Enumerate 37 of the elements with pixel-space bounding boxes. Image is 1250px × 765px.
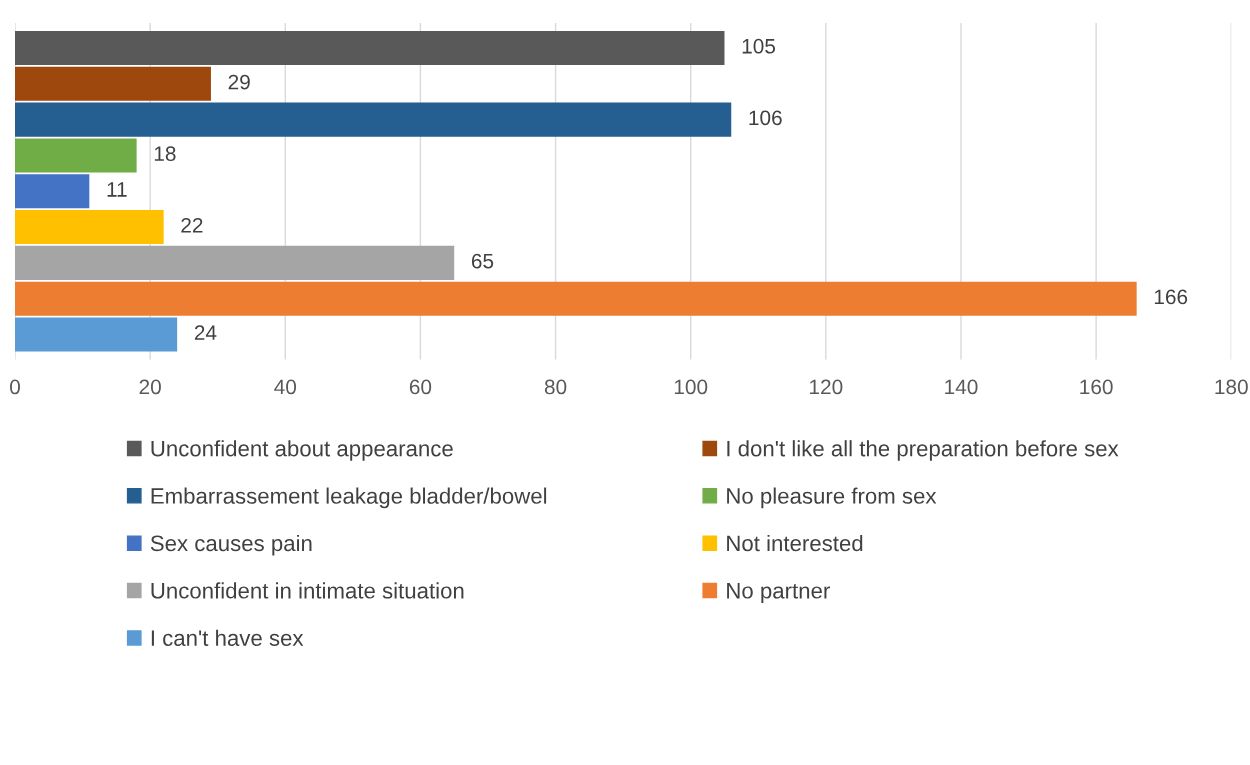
data-label: 65 [471,253,494,269]
data-label: 11 [107,182,127,197]
x-tick-label: 140 [945,379,978,395]
legend-label: No pleasure from sex [727,487,937,509]
data-label: 22 [181,217,203,233]
data-label: 24 [194,325,217,340]
data-label: 18 [154,146,176,162]
data-label: 29 [228,74,250,90]
x-tick-label: 0 [10,379,20,395]
legend-label: I don't like all the preparation before sex [727,440,1119,461]
legend-label: Unconfident about appearance [151,440,453,461]
data-label: 105 [742,38,776,54]
bar [15,31,725,66]
bar [15,281,1137,316]
legend-label: Embarrassement leakage bladder/bowel [151,487,547,509]
x-tick-label: 60 [409,379,432,395]
bar [15,210,164,245]
bar [15,138,137,173]
x-tick-label: 120 [810,379,843,395]
legend-label: I can't have sex [151,629,304,646]
legend-label: Sex causes pain [150,534,312,556]
bar [15,245,455,280]
bar [15,102,732,137]
x-tick-label: 180 [1215,379,1248,395]
x-tick-label: 20 [139,379,161,395]
bar [15,317,178,352]
bar [15,174,90,209]
legend-label: Unconfident in intimate situation [151,582,464,599]
data-label: 166 [1154,289,1188,305]
x-tick-label: 100 [674,379,708,395]
legend-label: Not interested [727,534,863,552]
bar [15,66,211,101]
x-tick-label: 80 [544,379,567,395]
legend-label: No partner [727,583,830,603]
x-tick-label: 160 [1080,379,1113,395]
x-tick-label: 40 [274,379,297,395]
data-label: 106 [749,110,782,126]
